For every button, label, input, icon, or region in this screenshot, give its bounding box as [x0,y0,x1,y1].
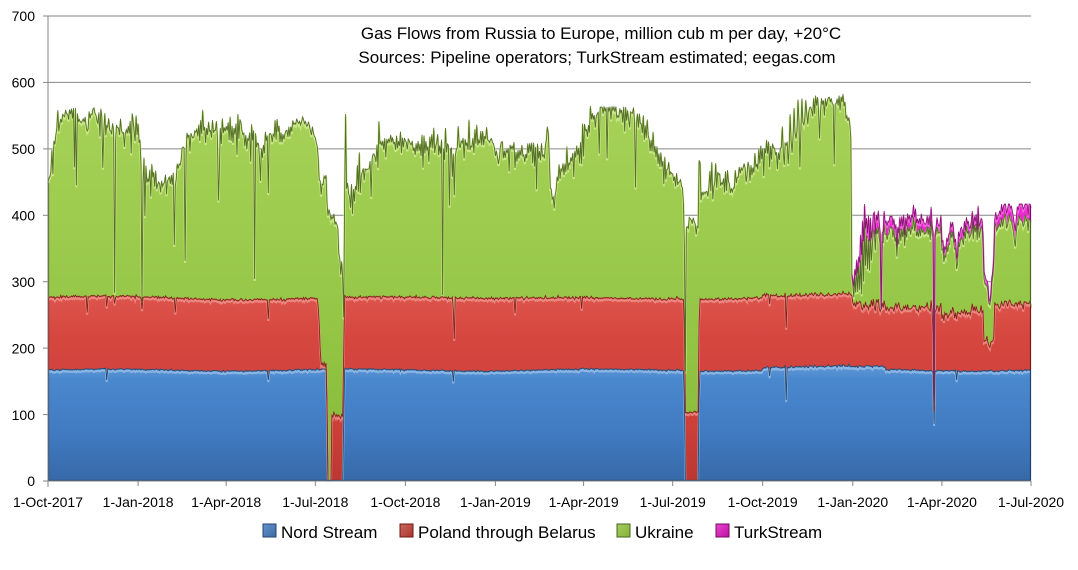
svg-text:1-Jan-2020: 1-Jan-2020 [817,494,888,510]
svg-text:1-Apr-2018: 1-Apr-2018 [191,494,261,510]
svg-text:Gas Flows from Russia to Europ: Gas Flows from Russia to Europe, million… [361,24,841,43]
svg-text:1-Oct-2018: 1-Oct-2018 [370,494,440,510]
svg-text:1-Apr-2019: 1-Apr-2019 [549,494,619,510]
svg-text:100: 100 [12,407,36,423]
svg-text:1-Jan-2019: 1-Jan-2019 [460,494,531,510]
svg-text:1-Jan-2018: 1-Jan-2018 [103,494,174,510]
svg-text:600: 600 [12,75,36,91]
svg-text:700: 700 [12,8,36,24]
svg-text:Sources: Pipeline operators; T: Sources: Pipeline operators; TurkStream … [358,48,835,67]
svg-text:Nord Stream: Nord Stream [281,523,377,542]
svg-text:0: 0 [27,473,35,489]
svg-text:1-Jul-2020: 1-Jul-2020 [998,494,1064,510]
svg-text:TurkStream: TurkStream [734,523,822,542]
svg-text:200: 200 [12,340,36,356]
svg-text:1-Apr-2020: 1-Apr-2020 [907,494,977,510]
svg-text:500: 500 [12,141,36,157]
svg-text:1-Jul-2018: 1-Jul-2018 [282,494,348,510]
svg-text:300: 300 [12,274,36,290]
svg-text:1-Oct-2019: 1-Oct-2019 [728,494,798,510]
svg-text:1-Oct-2017: 1-Oct-2017 [13,494,83,510]
svg-text:1-Jul-2019: 1-Jul-2019 [640,494,706,510]
svg-text:400: 400 [12,208,36,224]
svg-text:Poland through Belarus: Poland through Belarus [418,523,596,542]
svg-text:Ukraine: Ukraine [635,523,694,542]
